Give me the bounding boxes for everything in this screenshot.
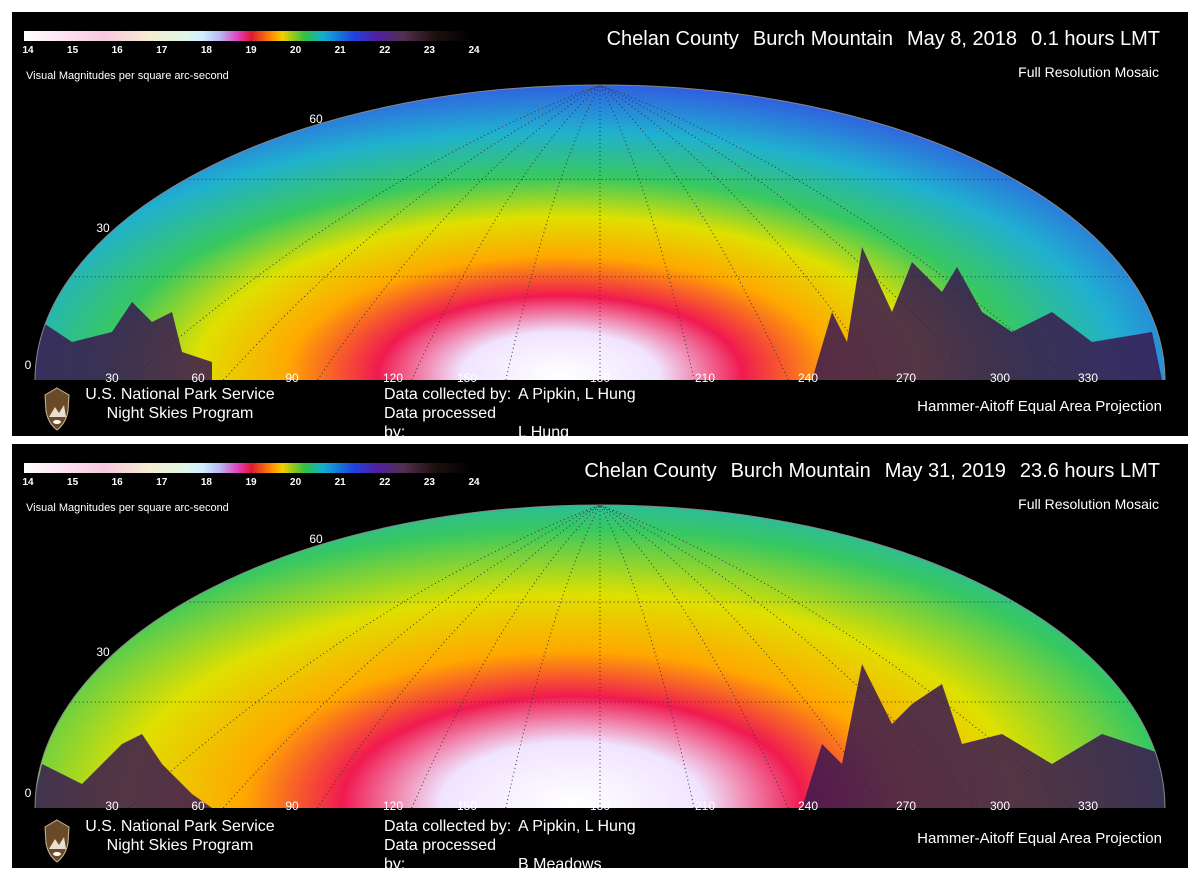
title-time: 0.1 hours LMT	[1031, 28, 1160, 50]
colorbar-tick-label: 17	[156, 477, 168, 488]
colorbar-tick-label: 18	[200, 477, 212, 488]
sky-brightness-map	[34, 84, 1166, 381]
panel-subtitle: Full Resolution Mosaic	[1018, 64, 1159, 80]
azimuth-tick-label: 30	[105, 799, 119, 813]
org-name: U.S. National Park Service	[85, 818, 275, 835]
azimuth-tick-label: 60	[191, 371, 205, 385]
azimuth-tick-label: 30	[105, 371, 119, 385]
azimuth-tick-label: 300	[989, 799, 1011, 813]
colorbar-tick-label: 16	[111, 45, 123, 56]
azimuth-tick-label: 60	[191, 799, 205, 813]
colorbar-ticks: 14 15 16 17 18 19 20 21 22 23 24	[20, 477, 480, 489]
colorbar-ticks: 14 15 16 17 18 19 20 21 22 23 24	[20, 45, 480, 57]
azimuth-tick-label: 210	[694, 799, 716, 813]
azimuth-tick-label: 90	[285, 799, 299, 813]
colorbar-tick-label: 24	[468, 477, 480, 488]
title-time: 23.6 hours LMT	[1019, 460, 1160, 482]
altitude-tick-label: 0	[24, 358, 32, 372]
azimuth-tick-label: 180	[589, 799, 611, 813]
colorbar-tick-label: 16	[111, 477, 123, 488]
azimuth-tick-label: 240	[797, 371, 819, 385]
title-site: Burch Mountain	[752, 28, 893, 50]
azimuth-tick-label: 270	[895, 799, 917, 813]
projection-label: Hammer-Aitoff Equal Area Projection	[917, 398, 1162, 415]
dome-outline	[34, 84, 1166, 381]
credits: Data collected by: A Pipkin, L Hung Data …	[384, 817, 636, 868]
credits: Data collected by: A Pipkin, L Hung Data …	[384, 385, 636, 436]
nps-arrowhead-logo-icon	[44, 387, 70, 431]
colorbar-tick-label: 14	[22, 477, 34, 488]
colorbar-tick-label: 21	[334, 477, 346, 488]
collected-value: A Pipkin, L Hung	[518, 818, 636, 835]
colorbar-tick-label: 17	[156, 45, 168, 56]
processed-value: B Meadows	[518, 856, 602, 868]
azimuth-tick-label: 120	[382, 371, 404, 385]
colorbar-label: Visual Magnitudes per square arc-second	[26, 502, 229, 514]
sky-panel-2018: 14 15 16 17 18 19 20 21 22 23 24 Visual Magnitudes…	[12, 12, 1188, 436]
organization: U.S. National Park Service Night Skies Pr…	[82, 817, 278, 855]
colorbar-tick-label: 24	[468, 45, 480, 56]
title-site: Burch Mountain	[730, 460, 871, 482]
title-date: May 8, 2018	[906, 28, 1018, 50]
azimuth-tick-label: 300	[989, 371, 1011, 385]
grid-lines	[70, 85, 1130, 380]
colorbar-tick-label: 14	[22, 45, 34, 56]
azimuth-tick-label: 120	[382, 799, 404, 813]
colorbar-label: Visual Magnitudes per square arc-second	[26, 70, 229, 82]
colorbar-tick-label: 20	[290, 477, 302, 488]
collected-label: Data collected by:	[384, 386, 512, 403]
colorbar	[24, 463, 470, 473]
dome-outline	[34, 504, 1166, 809]
colorbar-tick-label: 23	[423, 45, 435, 56]
colorbar-tick-label: 20	[290, 45, 302, 56]
azimuth-tick-label: 210	[694, 371, 716, 385]
colorbar-tick-label: 21	[334, 45, 346, 56]
azimuth-tick-label: 180	[589, 371, 611, 385]
azimuth-tick-label: 270	[895, 371, 917, 385]
sky-brightness-map	[34, 504, 1166, 809]
altitude-tick-label: 60	[309, 532, 323, 547]
processed-label: Data processed by:	[384, 405, 497, 436]
colorbar-tick-label: 22	[379, 477, 391, 488]
collected-label: Data collected by:	[384, 818, 512, 835]
colorbar-tick-label: 23	[423, 477, 435, 488]
altitude-tick-label: 60	[309, 111, 323, 126]
title-county: Chelan County	[606, 28, 739, 50]
colorbar-tick-label: 22	[379, 45, 391, 56]
azimuth-tick-label: 240	[797, 799, 819, 813]
nps-arrowhead-logo-icon	[44, 819, 70, 863]
processed-label: Data processed by:	[384, 837, 497, 868]
sky-panel-2019: 14 15 16 17 18 19 20 21 22 23 24 Visual Magnitudes…	[12, 444, 1188, 868]
colorbar-tick-label: 19	[245, 477, 257, 488]
colorbar-tick-label: 15	[67, 477, 79, 488]
title-date: May 31, 2019	[884, 460, 1006, 482]
azimuth-tick-label: 150	[456, 371, 478, 385]
azimuth-tick-label: 330	[1077, 799, 1099, 813]
org-name: U.S. National Park Service	[85, 386, 275, 403]
tree-silhouettes	[35, 664, 1165, 808]
colorbar-tick-label: 19	[245, 45, 257, 56]
altitude-tick-label: 30	[96, 220, 110, 235]
panel-title: Chelan County Burch Mountain May 8, 2018 0.…	[593, 28, 1160, 51]
azimuth-tick-label: 330	[1077, 371, 1099, 385]
altitude-tick-label: 30	[96, 644, 110, 659]
azimuth-tick-label: 150	[456, 799, 478, 813]
title-county: Chelan County	[584, 460, 717, 482]
colorbar	[24, 31, 470, 41]
colorbar-tick-label: 15	[67, 45, 79, 56]
projection-label: Hammer-Aitoff Equal Area Projection	[917, 830, 1162, 847]
altitude-tick-label: 0	[24, 786, 32, 800]
program-name: Night Skies Program	[106, 405, 254, 422]
panel-title: Chelan County Burch Mountain May 31, 2019 2…	[570, 460, 1160, 483]
tree-silhouettes	[35, 247, 1162, 380]
colorbar-tick-label: 18	[200, 45, 212, 56]
collected-value: A Pipkin, L Hung	[518, 386, 636, 403]
processed-value: L Hung	[518, 424, 569, 436]
program-name: Night Skies Program	[106, 837, 254, 854]
panel-subtitle: Full Resolution Mosaic	[1018, 496, 1159, 512]
organization: U.S. National Park Service Night Skies Pr…	[82, 385, 278, 423]
azimuth-tick-label: 90	[285, 371, 299, 385]
